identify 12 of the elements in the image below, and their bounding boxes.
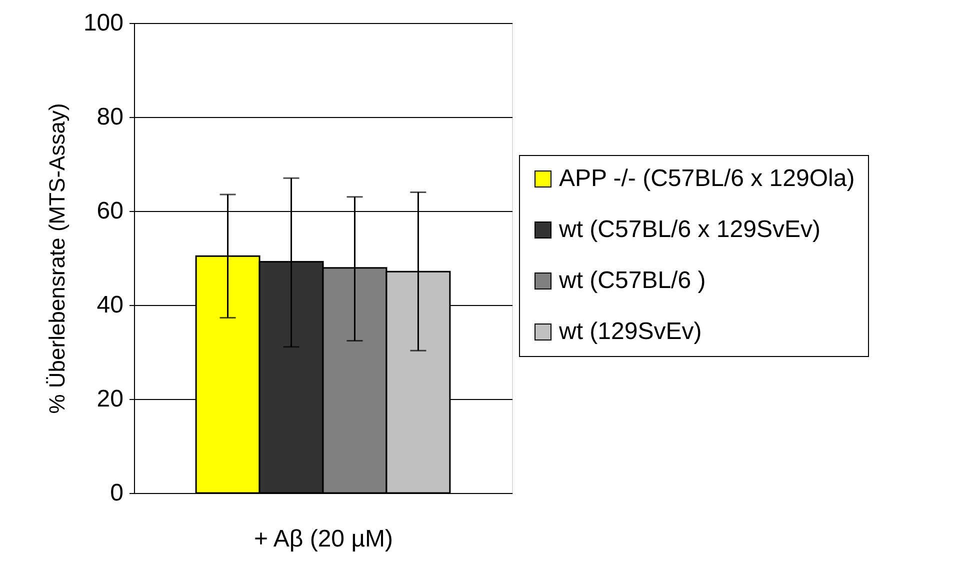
y-tick-label: 60: [96, 198, 124, 224]
y-axis-title: % Überlebensrate (MTS-Assay): [44, 103, 70, 414]
y-tick-label: 40: [96, 292, 124, 318]
y-tick-label: 0: [110, 480, 124, 506]
legend-label: wt (129SvEv): [558, 318, 702, 345]
y-tick-label: 20: [96, 386, 124, 412]
y-tick-label: 80: [96, 104, 124, 130]
x-axis-title: + Aβ (20 µM): [254, 526, 394, 552]
legend-label: wt (C57BL/6 ): [558, 267, 706, 294]
y-tick-label: 100: [83, 10, 124, 36]
legend-label: wt (C57BL/6 x 129SvEv): [558, 216, 820, 243]
legend-label: APP -/- (C57BL/6 x 129Ola): [559, 165, 855, 192]
